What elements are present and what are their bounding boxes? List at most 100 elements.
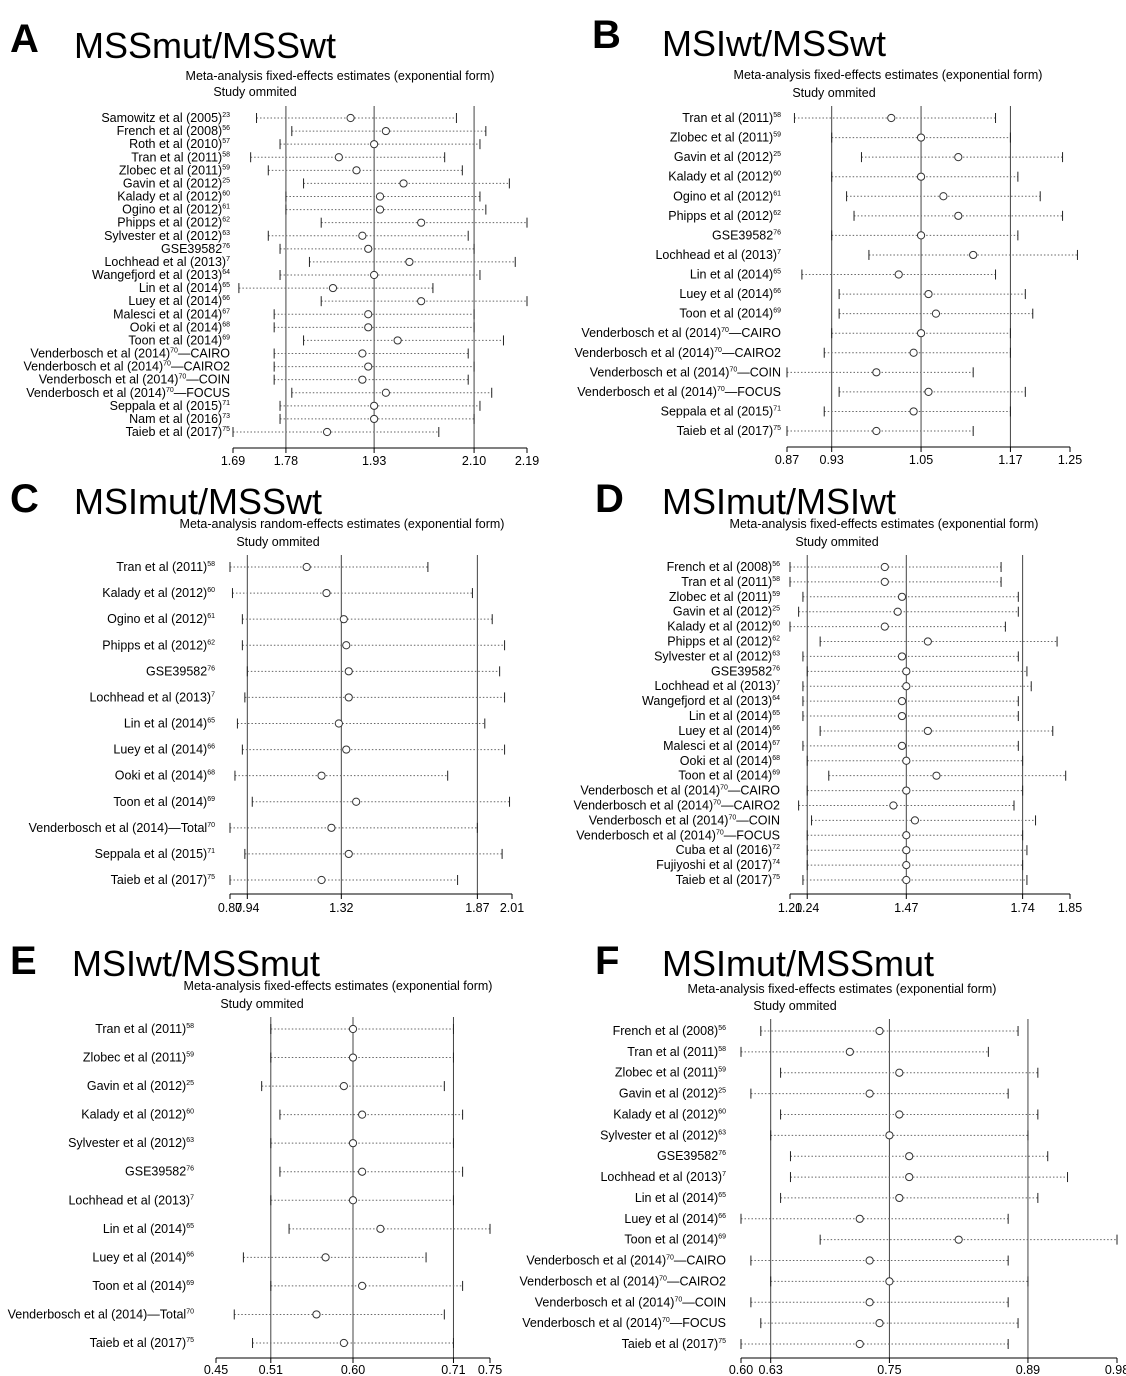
study-row: GSE3958276	[657, 1149, 1049, 1163]
point-estimate-marker	[339, 1338, 348, 1348]
study-row: Ogino et al (2012)61	[673, 189, 1041, 203]
study-row: Gavin et al (2012)25	[674, 150, 1064, 164]
study-reference: 70	[166, 387, 174, 394]
study-row: Venderbosch et al (2014)70—COIN	[589, 813, 1037, 827]
study-row: Lin et al (2014)65	[635, 1191, 1039, 1205]
study-name: Lin et al (2014)	[139, 281, 222, 295]
study-name: Venderbosch et al (2014)	[573, 798, 713, 812]
study-name: French et al (2008)	[667, 560, 773, 574]
study-label: Kalady et al (2012)60	[613, 1107, 726, 1121]
study-reference: 70	[207, 822, 215, 829]
study-name: Ogino et al (2012)	[107, 612, 207, 626]
study-suffix: —CAIRO2	[171, 360, 230, 374]
study-suffix: —FOCUS	[174, 386, 230, 400]
study-reference: 65	[772, 710, 780, 717]
study-label: Phipps et al (2012)62	[667, 635, 780, 649]
point-estimate-marker	[897, 652, 907, 661]
study-label: Gavin et al (2012)25	[87, 1079, 194, 1093]
point-estimate-marker	[370, 401, 379, 410]
study-row: Toon et al (2014)69	[113, 795, 511, 809]
study-label: Venderbosch et al (2014)70—CAIRO2	[574, 346, 781, 360]
study-reference: 66	[773, 288, 781, 295]
study-name: Toon et al (2014)	[679, 307, 773, 321]
study-name: Luey et al (2014)	[678, 724, 772, 738]
study-reference: 66	[718, 1213, 726, 1220]
study-row: Venderbosch et al (2014)—Total70	[29, 821, 478, 835]
study-row: Sylvester et al (2012)63	[104, 229, 469, 243]
point-estimate-marker	[875, 1026, 884, 1036]
study-label: Taieb et al (2017)75	[622, 1337, 726, 1351]
study-label: Luey et al (2014)66	[678, 724, 780, 738]
study-row: Toon et al (2014)69	[678, 769, 1067, 783]
study-suffix: —CAIRO	[178, 347, 230, 361]
point-estimate-marker	[880, 622, 889, 631]
study-reference: 70	[716, 829, 724, 836]
x-tick-label: 1.24	[795, 901, 819, 915]
study-reference: 69	[772, 770, 780, 777]
study-name: Tran et al (2011)	[682, 111, 773, 125]
study-label: Venderbosch et al (2014)—Total70	[29, 821, 215, 835]
study-label: Toon et al (2014)69	[679, 307, 781, 321]
study-reference: 71	[222, 400, 230, 407]
study-reference: 61	[207, 613, 215, 620]
point-estimate-marker	[352, 797, 361, 806]
x-tick-label: 0.94	[235, 901, 259, 915]
study-reference: 61	[222, 204, 230, 211]
point-estimate-marker	[865, 1298, 874, 1307]
point-estimate-marker	[339, 615, 348, 624]
study-row: Seppala et al (2015)71	[110, 399, 481, 413]
panel-a: A MSSmut/MSSwt Meta-analysis fixed-effects…	[10, 17, 539, 468]
study-reference: 67	[772, 740, 780, 747]
point-estimate-marker	[381, 388, 390, 397]
x-tick-label: 0.89	[1016, 1363, 1040, 1376]
study-reference: 70	[163, 361, 171, 368]
study-reference: 63	[222, 230, 230, 237]
point-estimate-marker	[902, 682, 911, 691]
study-reference: 75	[718, 1338, 726, 1345]
study-row: Toon et al (2014)69	[128, 333, 504, 347]
study-row: Lochhead et al (2013)7	[104, 255, 516, 269]
study-label: Gavin et al (2012)25	[674, 150, 781, 164]
study-label: Lin et al (2014)65	[124, 717, 215, 731]
study-label: Roth et al (2010)57	[129, 137, 230, 151]
study-reference: 60	[772, 621, 780, 628]
study-row: Taieb et al (2017)75	[126, 425, 440, 439]
x-tick-label: 1.47	[894, 901, 918, 915]
study-reference: 58	[773, 112, 781, 119]
study-row: Phipps et al (2012)62	[117, 216, 528, 230]
study-reference: 66	[222, 295, 230, 302]
study-suffix: —COIN	[682, 1295, 726, 1309]
study-omitted-label: Study ommited	[236, 535, 319, 549]
study-row: Ogino et al (2012)61	[107, 612, 493, 626]
study-name: Fujiyoshi et al (2017)	[656, 858, 772, 872]
study-reference: 67	[222, 308, 230, 315]
study-reference: 62	[222, 217, 230, 224]
study-row: Sylvester et al (2012)63	[68, 1136, 454, 1150]
study-suffix: —FOCUS	[670, 1316, 726, 1330]
point-estimate-marker	[845, 1047, 854, 1056]
study-row: Zlobec et al (2011)59	[119, 163, 463, 177]
point-estimate-marker	[865, 1089, 874, 1098]
study-label: GSE3958276	[125, 1165, 194, 1179]
point-estimate-marker	[954, 211, 963, 220]
study-reference: 69	[207, 796, 215, 803]
study-reference: 63	[772, 650, 780, 657]
study-label: Sylvester et al (2012)63	[104, 229, 230, 243]
study-name: Sylvester et al (2012)	[600, 1128, 718, 1142]
point-estimate-marker	[872, 368, 881, 377]
study-row: Lochhead et al (2013)7	[600, 1170, 1069, 1184]
study-name: Malesci et al (2014)	[113, 307, 222, 321]
point-estimate-marker	[923, 726, 932, 736]
study-row: Venderbosch et al (2014)—Total70	[8, 1307, 445, 1321]
panel-letter: E	[10, 939, 37, 983]
study-reference: 61	[773, 190, 781, 197]
study-row: Lochhead et al (2013)7	[68, 1193, 454, 1207]
study-name: Venderbosch et al (2014)	[590, 365, 730, 379]
study-row: Ooki et al (2014)68	[680, 754, 1024, 768]
study-name: Venderbosch et al (2014)	[576, 828, 716, 842]
study-reference: 71	[773, 405, 781, 412]
study-name: Venderbosch et al (2014)—Total	[8, 1307, 187, 1321]
study-label: Venderbosch et al (2014)70—CAIRO2	[23, 360, 230, 374]
study-row: Venderbosch et al (2014)70—COIN	[535, 1295, 1009, 1309]
study-label: Lin et al (2014)65	[139, 281, 230, 295]
